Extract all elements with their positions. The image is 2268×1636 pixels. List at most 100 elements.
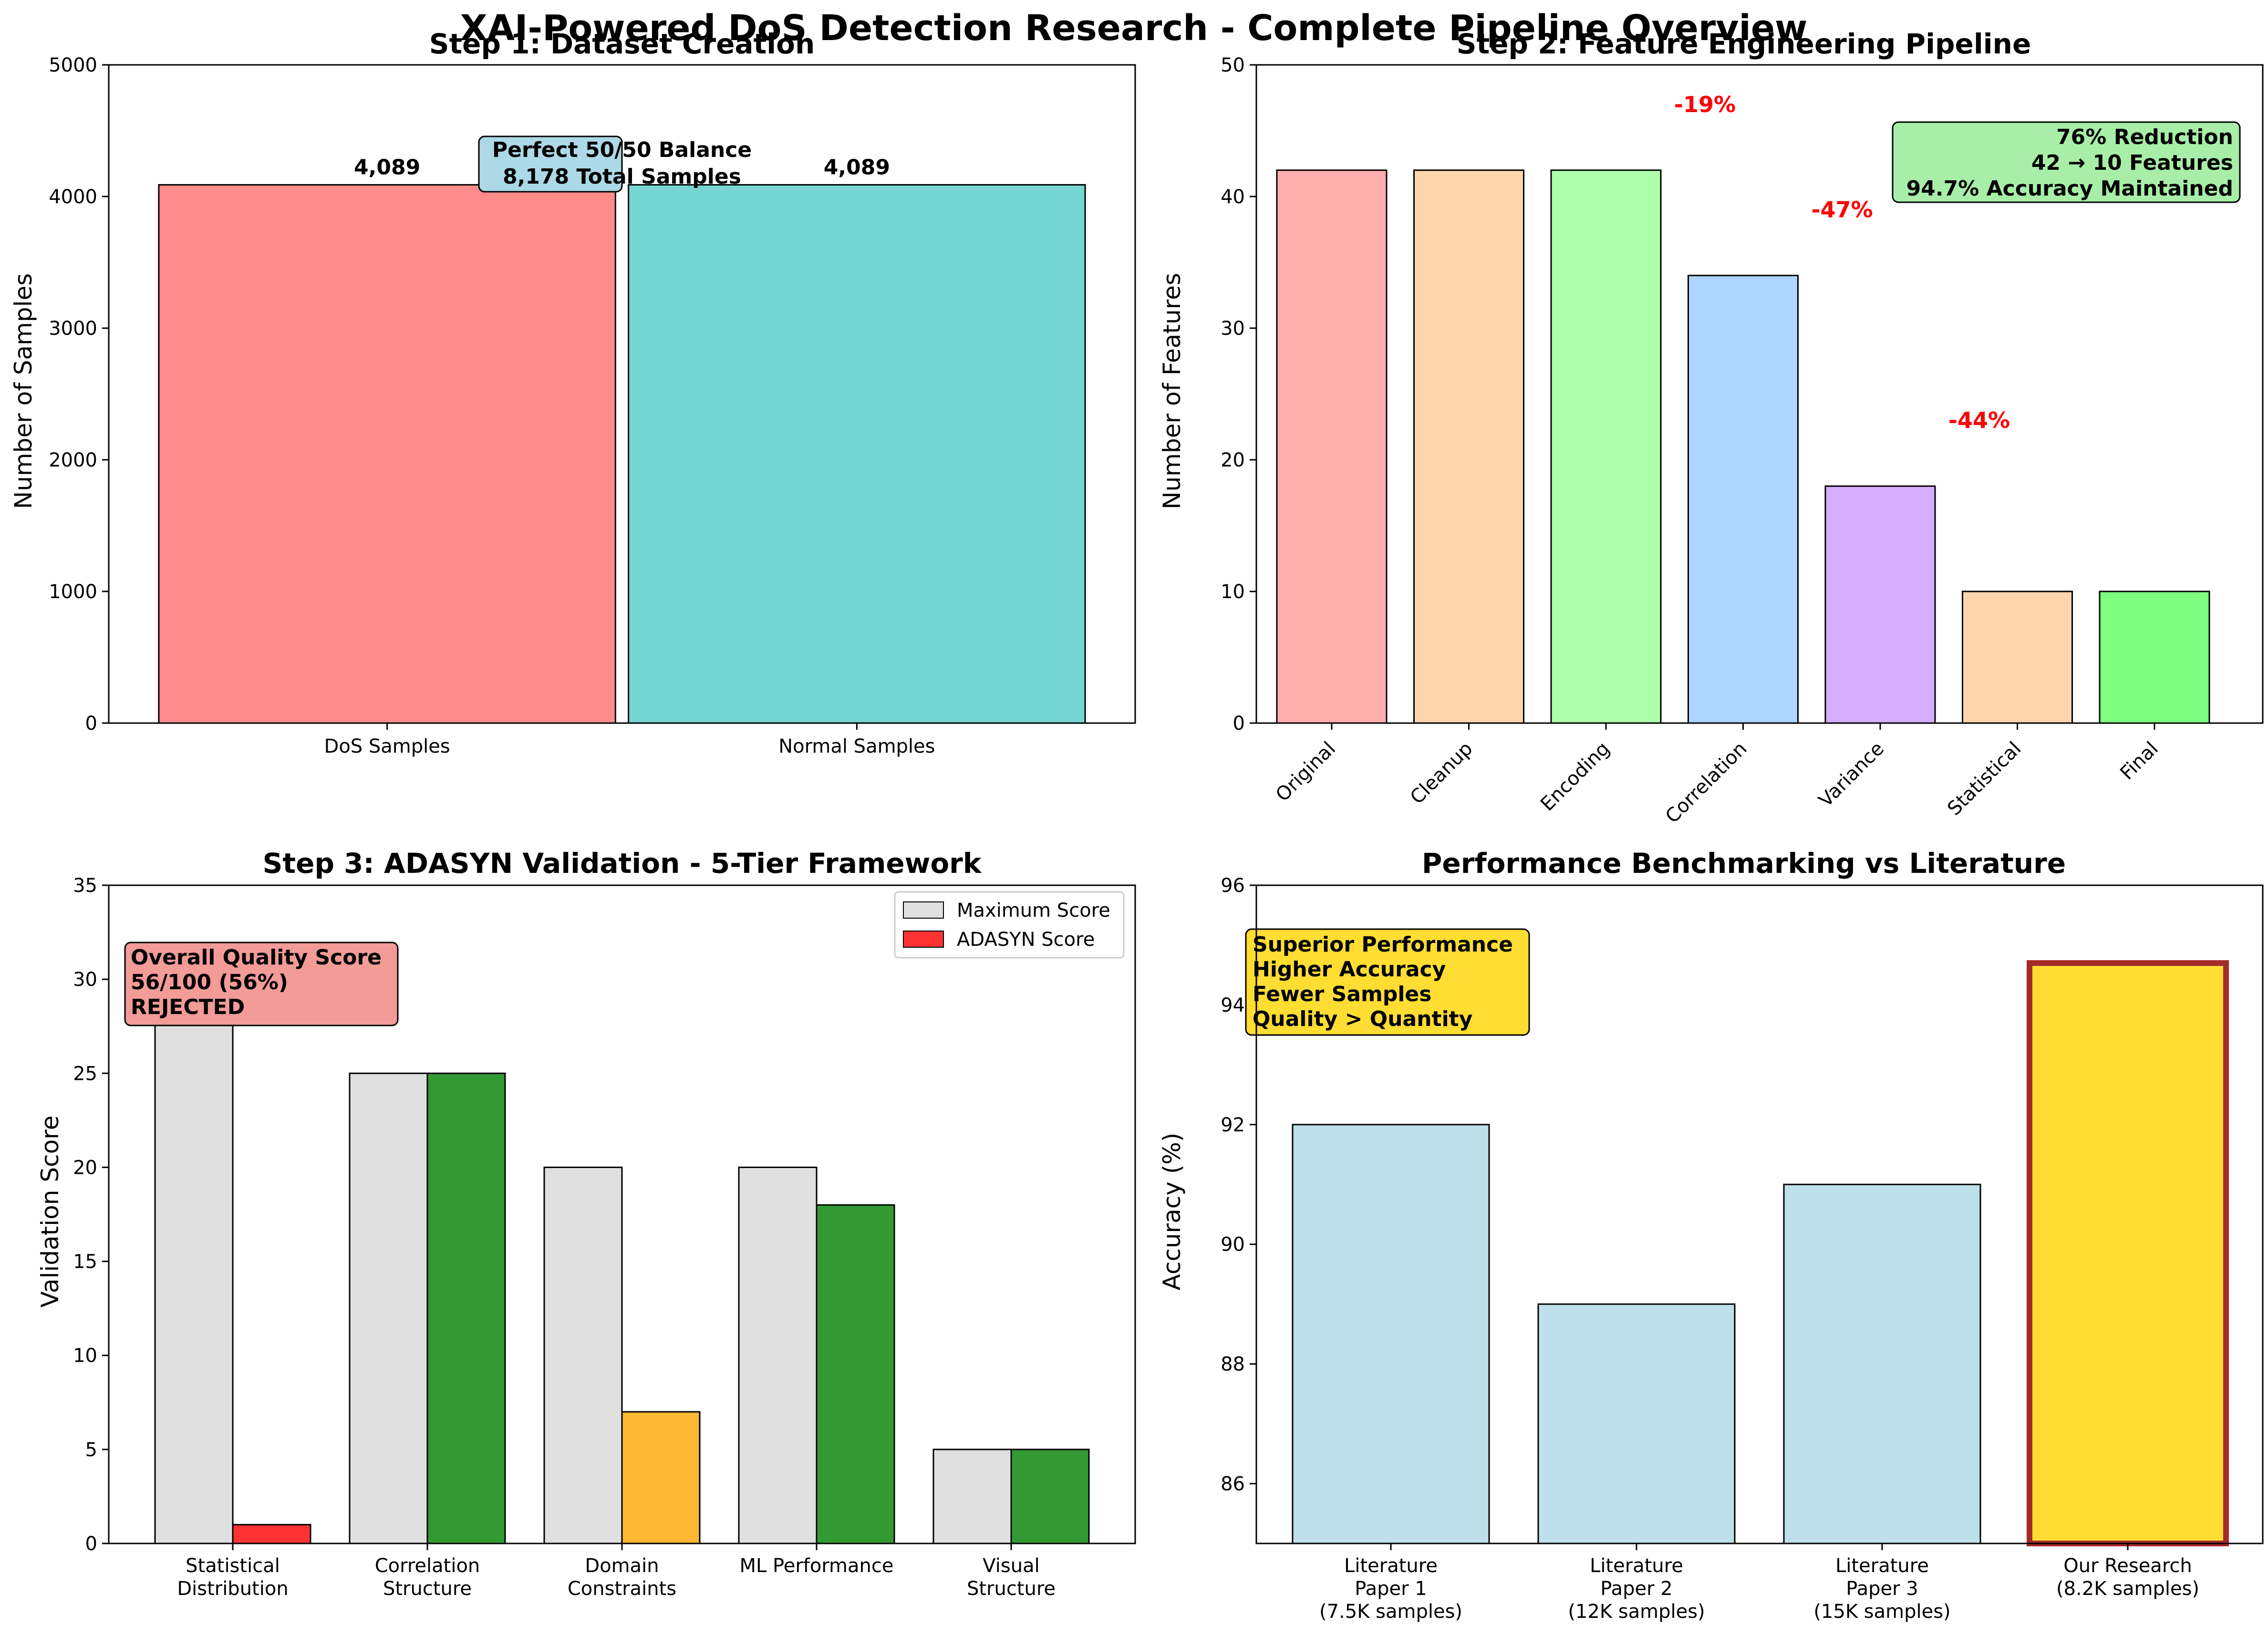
plot-frame xyxy=(1255,884,2264,1544)
x-tick-label: Statistical Distribution xyxy=(177,1555,288,1600)
bar-highlight xyxy=(2027,960,2229,1546)
y-tick-label: 10 xyxy=(1221,581,1245,603)
y-tick-label: 30 xyxy=(73,969,97,991)
bar xyxy=(1413,169,1524,724)
figure-title: XAI-Powered DoS Detection Research - Com… xyxy=(460,8,1808,49)
annotation-box xyxy=(1245,928,1530,1036)
legend: Maximum Score ADASYN Score xyxy=(894,891,1125,959)
x-tick-label: Normal Samples xyxy=(778,735,935,757)
annotation-line: Fewer Samples xyxy=(1253,982,1431,1006)
y-tick-label: 3000 xyxy=(49,318,97,340)
annotation-line: 56/100 (56%) xyxy=(131,970,288,994)
quality-annotation: Overall Quality Score 56/100 (56%) REJEC… xyxy=(124,942,399,1026)
bar-maximum-score xyxy=(738,1166,818,1544)
annotation-line: Superior Performance xyxy=(1253,932,1513,957)
bar xyxy=(628,184,1086,724)
panel-dataset-creation: Step 1: Dataset Creation Number of Sampl… xyxy=(10,28,1136,757)
y-tick-label: 5000 xyxy=(49,54,97,76)
bar xyxy=(1292,1124,1490,1544)
bar-maximum-score xyxy=(932,1449,1012,1544)
y-tick-label: 0 xyxy=(1233,713,1245,735)
bar-adasyn-score xyxy=(816,1204,895,1544)
bars: 4,089 DoS Samples 4,089 Normal Samples xyxy=(158,155,1086,757)
balance-annotation: Perfect 50/50 Balance 8,178 Total Sample… xyxy=(478,135,752,193)
y-tick-label: 88 xyxy=(1221,1354,1245,1376)
legend-label-adasyn: ADASYN Score xyxy=(957,929,1095,951)
x-tick-label: Correlation Structure xyxy=(375,1555,480,1600)
bar xyxy=(1783,1183,1981,1544)
annotation-line: 76% Reduction xyxy=(2056,125,2233,149)
y-axis-ticks: 86 88 90 92 94 96 xyxy=(1221,875,1256,1495)
plot-frame xyxy=(108,64,1136,724)
bar xyxy=(2099,590,2210,724)
y-tick-label: 50 xyxy=(1221,54,1245,76)
annotation-line: 8,178 Total Samples xyxy=(503,165,741,189)
panel-title: Step 2: Feature Engineering Pipeline xyxy=(1457,28,2031,60)
y-axis-ticks: 0 1000 2000 3000 4000 5000 xyxy=(49,54,109,735)
bar xyxy=(1276,169,1388,724)
bar-adasyn-score xyxy=(1010,1449,1090,1544)
panel-title: Performance Benchmarking vs Literature xyxy=(1422,847,2066,880)
y-axis-ticks: 0 10 20 30 40 50 xyxy=(1221,54,1256,735)
bar-adasyn-score xyxy=(426,1072,506,1544)
y-tick-label: 86 xyxy=(1221,1473,1245,1495)
y-tick-label: 4000 xyxy=(49,186,97,208)
annotation-line: REJECTED xyxy=(131,995,245,1019)
x-tick-label: Our Research (8.2K samples) xyxy=(2056,1555,2199,1600)
reduction-label: -44% xyxy=(1948,407,2010,433)
bar xyxy=(1537,1303,1736,1544)
plot-frame xyxy=(1255,64,2264,724)
panel-adasyn-validation: Step 3: ADASYN Validation - 5-Tier Frame… xyxy=(36,847,1136,1600)
annotation-box xyxy=(478,135,623,193)
y-axis-ticks: 0 5 10 15 20 25 30 35 xyxy=(73,875,109,1555)
bar-maximum-score xyxy=(543,1166,623,1544)
x-tick-label: Literature Paper 1 (7.5K samples) xyxy=(1319,1555,1462,1623)
x-tick-label: Literature Paper 2 (12K samples) xyxy=(1568,1555,1705,1623)
y-tick-label: 20 xyxy=(1221,449,1245,471)
y-tick-label: 0 xyxy=(85,713,97,735)
legend-swatch-adasyn xyxy=(903,931,944,948)
annotation-line: 94.7% Accuracy Maintained xyxy=(1906,176,2233,201)
y-tick-label: 15 xyxy=(73,1251,97,1273)
plot-frame xyxy=(108,884,1136,1544)
y-axis-label: Accuracy (%) xyxy=(1158,1133,1186,1291)
x-tick-label: DoS Samples xyxy=(324,735,450,757)
annotation-line: 42 → 10 Features xyxy=(2031,151,2233,175)
annotation-line: Higher Accuracy xyxy=(1253,957,1446,982)
panel-title: Step 1: Dataset Creation xyxy=(429,28,815,60)
y-tick-label: 96 xyxy=(1221,875,1245,897)
y-axis-label: Number of Features xyxy=(1158,273,1186,509)
annotation-line: Perfect 50/50 Balance xyxy=(492,138,752,162)
bar-adasyn-score xyxy=(232,1524,311,1544)
y-tick-label: 90 xyxy=(1221,1234,1245,1256)
y-tick-label: 30 xyxy=(1221,318,1245,340)
bars: Literature Paper 1 (7.5K samples) Literatur… xyxy=(1292,960,2229,1623)
x-tick-label: Domain Constraints xyxy=(568,1555,676,1600)
x-tick-label: Literature Paper 3 (15K samples) xyxy=(1813,1555,1950,1623)
performance-annotation: Superior Performance Higher Accuracy Few… xyxy=(1245,928,1530,1036)
bar-maximum-score xyxy=(349,1072,428,1544)
bar xyxy=(158,184,616,724)
y-axis-label: Validation Score xyxy=(36,1116,64,1308)
y-tick-label: 40 xyxy=(1221,186,1245,208)
x-tick-label: Visual Structure xyxy=(967,1555,1056,1600)
y-tick-label: 0 xyxy=(85,1533,97,1555)
panel-title: Step 3: ADASYN Validation - 5-Tier Frame… xyxy=(263,847,982,880)
reduction-label: -19% xyxy=(1674,92,1736,117)
y-tick-label: 5 xyxy=(85,1439,97,1461)
y-tick-label: 1000 xyxy=(49,581,97,603)
annotation-line: Overall Quality Score xyxy=(131,945,382,970)
y-tick-label: 94 xyxy=(1221,994,1245,1016)
legend-label-maximum: Maximum Score xyxy=(957,900,1110,922)
y-tick-label: 35 xyxy=(73,875,97,897)
reduction-annotation: 76% Reduction 42 → 10 Features 94.7% Acc… xyxy=(1892,121,2241,203)
bar xyxy=(1824,485,1936,724)
bar-maximum-score xyxy=(154,978,234,1544)
legend-swatch-maximum xyxy=(903,901,944,919)
bar-adasyn-score xyxy=(621,1411,701,1544)
x-tick-label: ML Performance xyxy=(740,1555,894,1577)
bar-value-label: 4,089 xyxy=(354,155,420,179)
y-tick-label: 25 xyxy=(73,1063,97,1085)
y-tick-label: 20 xyxy=(73,1157,97,1179)
bar xyxy=(1550,169,1662,724)
